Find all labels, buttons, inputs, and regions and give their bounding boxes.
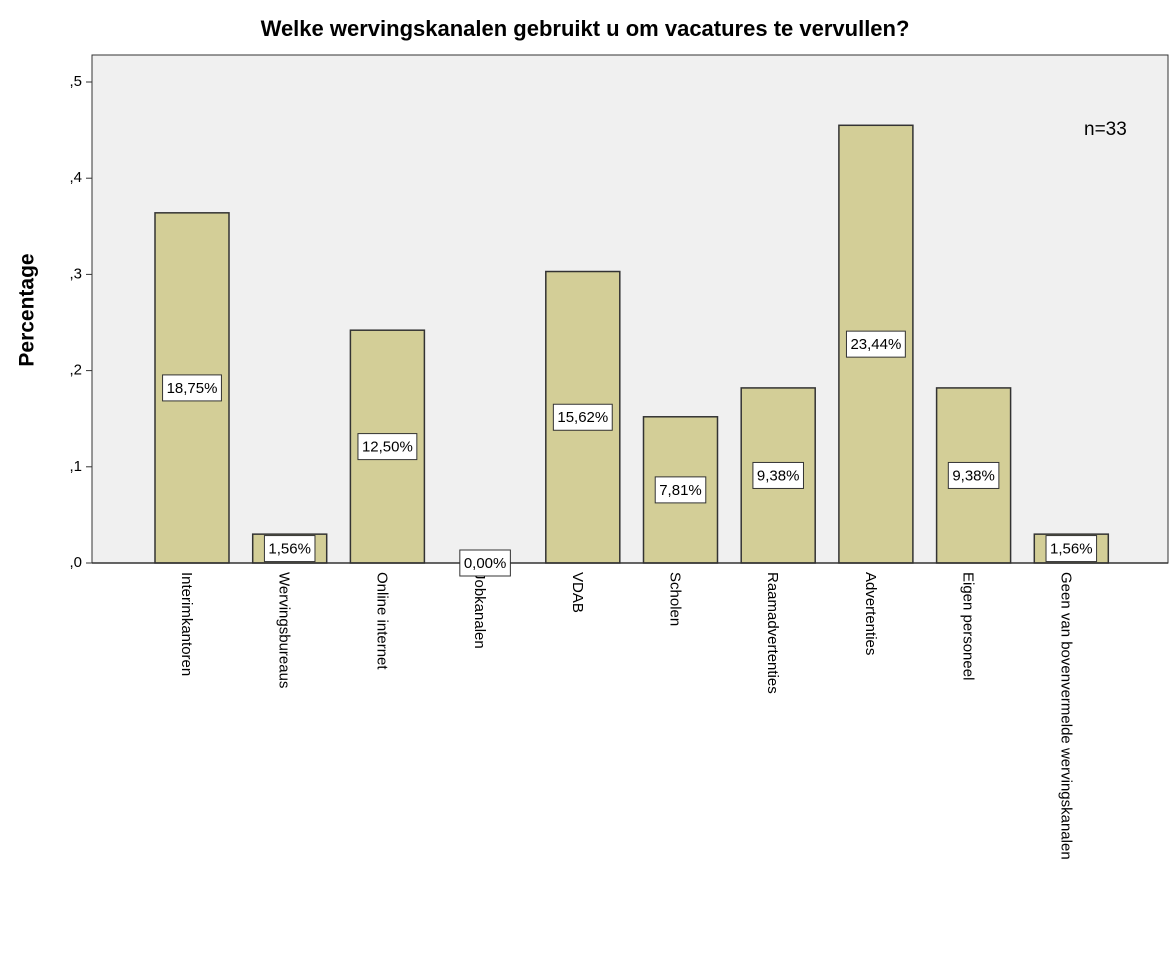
- value-label: 9,38%: [757, 467, 800, 484]
- y-tick-label: ,1: [69, 458, 82, 475]
- value-label: 12,50%: [362, 439, 413, 456]
- x-tick-label: Wervingsbureaus: [276, 572, 293, 688]
- value-label: 7,81%: [659, 482, 702, 499]
- value-label-box: [459, 549, 511, 577]
- x-tick-label: Geen van bovenvermelde wervingskanalen: [1057, 572, 1074, 860]
- annotation: n=33: [1084, 119, 1127, 140]
- x-tick-label: Eigen personeel: [960, 572, 977, 680]
- value-label: 0,00%: [464, 555, 507, 572]
- value-label: 9,38%: [952, 467, 995, 484]
- value-label-box: [1045, 535, 1098, 563]
- value-label: 23,44%: [850, 336, 901, 353]
- value-label: 18,75%: [167, 380, 218, 397]
- value-label-box: [752, 461, 804, 489]
- value-label-box: [654, 476, 707, 504]
- x-tick-label: Advertenties: [862, 572, 879, 655]
- y-axis-label: Percentage: [16, 253, 39, 366]
- x-tick-label: VDAB: [569, 572, 586, 613]
- value-label: 15,62%: [557, 409, 608, 426]
- value-label-box: [162, 374, 222, 402]
- value-label-box: [357, 433, 418, 461]
- value-label-box: [263, 535, 316, 563]
- x-tick-label: Raamadvertenties: [764, 572, 781, 694]
- y-tick-label: ,5: [69, 73, 82, 90]
- value-label: 1,56%: [268, 541, 311, 558]
- value-label-box: [845, 330, 906, 358]
- y-tick-label: ,2: [69, 362, 82, 379]
- chart-title: Welke wervingskanalen gebruikt u om vaca…: [261, 16, 910, 41]
- y-tick-label: ,4: [69, 169, 82, 186]
- x-tick-label: Online internet: [373, 572, 390, 670]
- value-label-box: [947, 461, 1000, 489]
- value-label: 1,56%: [1050, 541, 1093, 558]
- x-tick-label: Jobkanalen: [471, 572, 488, 649]
- y-tick-label: ,0: [69, 554, 82, 571]
- y-tick-label: ,3: [69, 265, 82, 282]
- value-label-box: [552, 403, 613, 431]
- x-tick-label: Scholen: [667, 572, 684, 626]
- x-tick-label: Interimkantoren: [178, 572, 195, 676]
